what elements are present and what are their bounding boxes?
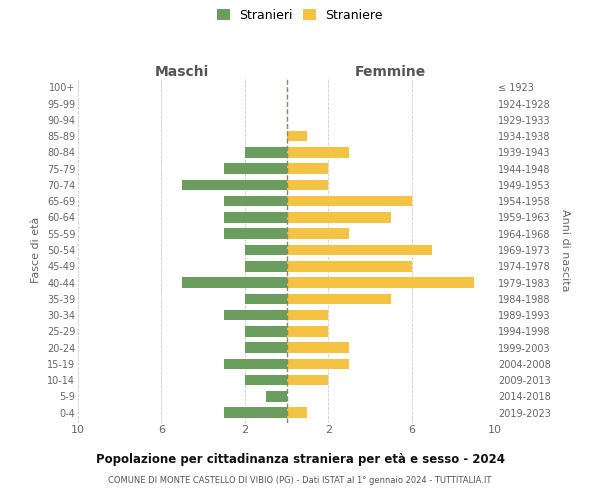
Bar [245,375,287,386]
Bar [287,244,433,256]
Bar [224,164,287,174]
Bar [287,228,349,239]
Bar [224,310,287,320]
Legend: Stranieri, Straniere: Stranieri, Straniere [215,6,386,24]
Bar [287,326,328,336]
Bar [287,164,328,174]
Bar [266,391,287,402]
Bar [287,375,328,386]
Bar [224,228,287,239]
Text: Femmine: Femmine [355,65,427,79]
Bar [287,196,412,206]
Y-axis label: Fasce di età: Fasce di età [31,217,41,283]
Bar [182,180,287,190]
Bar [287,358,349,369]
Bar [287,294,391,304]
Bar [245,294,287,304]
Bar [287,212,391,222]
Bar [287,261,412,272]
Text: Popolazione per cittadinanza straniera per età e sesso - 2024: Popolazione per cittadinanza straniera p… [95,452,505,466]
Bar [287,131,307,141]
Bar [245,147,287,158]
Bar [245,244,287,256]
Bar [224,212,287,222]
Bar [224,196,287,206]
Bar [224,358,287,369]
Bar [287,342,349,353]
Bar [287,180,328,190]
Bar [245,326,287,336]
Bar [287,147,349,158]
Text: COMUNE DI MONTE CASTELLO DI VIBIO (PG) - Dati ISTAT al 1° gennaio 2024 - TUTTITA: COMUNE DI MONTE CASTELLO DI VIBIO (PG) -… [109,476,491,485]
Text: Maschi: Maschi [155,65,209,79]
Bar [287,310,328,320]
Bar [245,261,287,272]
Bar [245,342,287,353]
Bar [287,408,307,418]
Bar [224,408,287,418]
Bar [287,278,474,288]
Y-axis label: Anni di nascita: Anni di nascita [560,208,570,291]
Bar [182,278,287,288]
